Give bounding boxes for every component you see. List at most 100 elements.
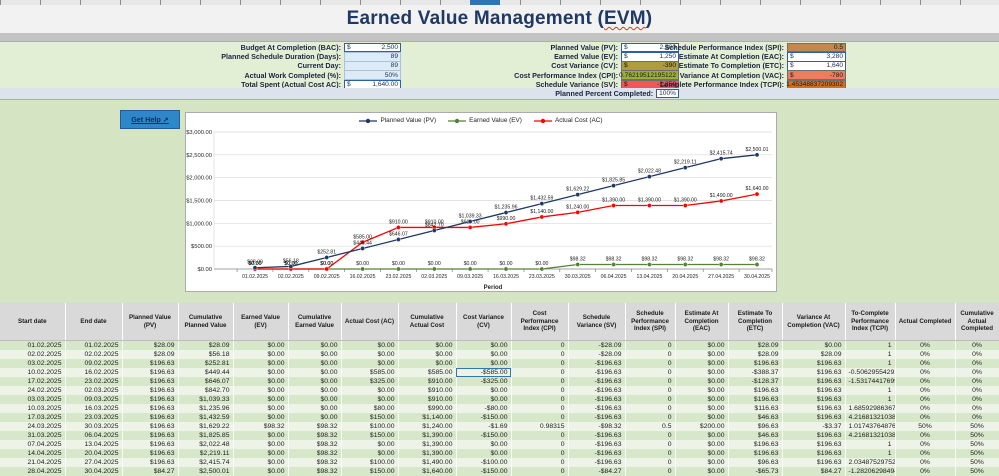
- table-cell[interactable]: 02.03.2025: [65, 386, 123, 395]
- table-cell[interactable]: -$28.09: [568, 350, 626, 359]
- table-cell[interactable]: $0.00: [675, 386, 729, 395]
- table-cell[interactable]: $96.63: [728, 458, 783, 467]
- table-cell[interactable]: $910.00: [398, 377, 457, 386]
- table-cell[interactable]: $0.00: [288, 340, 342, 350]
- table-cell[interactable]: $0.00: [782, 340, 846, 350]
- table-cell[interactable]: 50%: [955, 449, 999, 458]
- table-cell[interactable]: $0.00: [675, 449, 729, 458]
- table-cell[interactable]: 0: [625, 359, 676, 368]
- table-cell[interactable]: 0%: [895, 449, 956, 458]
- table-cell[interactable]: $1,390.00: [398, 431, 457, 440]
- table-cell[interactable]: 0: [511, 431, 569, 440]
- table-cell[interactable]: $1,039.33: [178, 395, 234, 404]
- table-cell[interactable]: 0%: [895, 386, 956, 395]
- table-cell[interactable]: $585.00: [341, 368, 399, 377]
- table-cell[interactable]: $0.00: [288, 377, 342, 386]
- table-cell[interactable]: -$388.37: [728, 368, 783, 377]
- table-cell[interactable]: 0: [511, 377, 569, 386]
- table-cell[interactable]: $0.00: [233, 386, 289, 395]
- table-cell[interactable]: 07.04.2025: [0, 440, 66, 449]
- table-cell[interactable]: $0.00: [288, 404, 342, 413]
- table-cell[interactable]: $56.18: [178, 350, 234, 359]
- table-cell[interactable]: $196.63: [122, 422, 179, 431]
- table-cell[interactable]: 50%: [955, 431, 999, 440]
- table-cell[interactable]: $1,629.22: [178, 422, 234, 431]
- table-cell[interactable]: 4.21681321038: [845, 413, 896, 422]
- table-cell[interactable]: $98.32: [288, 467, 342, 476]
- input-value-cell[interactable]: $1,640: [787, 61, 846, 71]
- table-cell[interactable]: 0: [511, 458, 569, 467]
- input-value-cell[interactable]: $1,250: [621, 51, 679, 62]
- table-cell[interactable]: $98.32: [288, 458, 342, 467]
- table-cell[interactable]: $196.63: [782, 377, 846, 386]
- input-value-cell[interactable]: 89: [344, 51, 401, 62]
- table-cell[interactable]: 17.02.2025: [0, 377, 66, 386]
- table-cell[interactable]: 0%: [895, 359, 956, 368]
- table-cell[interactable]: -$196.63: [568, 458, 626, 467]
- table-cell[interactable]: $28.09: [122, 350, 179, 359]
- table-cell[interactable]: $28.09: [728, 350, 783, 359]
- table-cell[interactable]: $196.63: [122, 458, 179, 467]
- table-cell[interactable]: 23.02.2025: [65, 377, 123, 386]
- table-cell[interactable]: $0.00: [456, 449, 512, 458]
- table-cell[interactable]: $0.00: [233, 377, 289, 386]
- table-cell[interactable]: -$196.63: [568, 359, 626, 368]
- table-cell[interactable]: -0.50629554291: [845, 368, 896, 377]
- table-cell[interactable]: 0%: [895, 340, 956, 350]
- table-cell[interactable]: $46.63: [728, 431, 783, 440]
- table-cell[interactable]: -$80.00: [456, 404, 512, 413]
- table-cell[interactable]: 0: [511, 440, 569, 449]
- table-cell[interactable]: $196.63: [728, 395, 783, 404]
- table-cell[interactable]: 0: [625, 368, 676, 377]
- table-cell[interactable]: $150.00: [341, 413, 399, 422]
- table-cell[interactable]: 16.02.2025: [65, 368, 123, 377]
- input-value-cell[interactable]: $ -390: [621, 61, 679, 71]
- table-cell[interactable]: $2,219.11: [178, 449, 234, 458]
- table-cell[interactable]: 27.04.2025: [65, 458, 123, 467]
- table-cell[interactable]: 0: [625, 377, 676, 386]
- table-cell[interactable]: 13.04.2025: [65, 440, 123, 449]
- table-cell[interactable]: 0%: [955, 413, 999, 422]
- table-cell[interactable]: 0%: [955, 386, 999, 395]
- table-cell[interactable]: 24.02.2025: [0, 386, 66, 395]
- table-cell[interactable]: $196.63: [728, 440, 783, 449]
- table-cell[interactable]: 0%: [955, 404, 999, 413]
- table-cell[interactable]: $0.00: [456, 386, 512, 395]
- table-cell[interactable]: -1.28206298494: [845, 467, 896, 476]
- table-cell[interactable]: $0.00: [341, 359, 399, 368]
- table-cell[interactable]: $196.63: [782, 458, 846, 467]
- table-cell[interactable]: 31.03.2025: [0, 431, 66, 440]
- table-cell[interactable]: $0.00: [675, 431, 729, 440]
- table-cell[interactable]: -$325.00: [456, 377, 512, 386]
- column-header[interactable]: Actual Completed: [895, 303, 956, 341]
- table-cell[interactable]: -$196.63: [568, 368, 626, 377]
- table-cell[interactable]: $196.63: [728, 359, 783, 368]
- table-cell[interactable]: $196.63: [728, 449, 783, 458]
- table-cell[interactable]: $990.00: [398, 404, 457, 413]
- table-cell[interactable]: $0.00: [675, 395, 729, 404]
- table-cell[interactable]: $196.63: [782, 413, 846, 422]
- table-cell[interactable]: -$585.00: [456, 368, 512, 377]
- table-cell[interactable]: 0%: [895, 377, 956, 386]
- table-cell[interactable]: -$150.00: [456, 431, 512, 440]
- table-cell[interactable]: 21.04.2025: [0, 458, 66, 467]
- table-cell[interactable]: $0.00: [456, 440, 512, 449]
- table-cell[interactable]: $1,490.00: [398, 458, 457, 467]
- table-cell[interactable]: 2.034875297527: [845, 458, 896, 467]
- table-cell[interactable]: $2,415.74: [178, 458, 234, 467]
- table-cell[interactable]: 0: [625, 440, 676, 449]
- table-cell[interactable]: $196.63: [122, 404, 179, 413]
- table-cell[interactable]: -$84.27: [568, 467, 626, 476]
- table-cell[interactable]: 24.03.2025: [0, 422, 66, 431]
- table-cell[interactable]: $196.63: [122, 449, 179, 458]
- input-value-cell[interactable]: 0.5: [787, 42, 846, 53]
- table-cell[interactable]: $46.63: [728, 413, 783, 422]
- table-cell[interactable]: $325.00: [341, 377, 399, 386]
- table-cell[interactable]: $0.00: [341, 386, 399, 395]
- table-cell[interactable]: $2,022.48: [178, 440, 234, 449]
- table-cell[interactable]: 03.03.2025: [0, 395, 66, 404]
- table-cell[interactable]: $0.00: [288, 386, 342, 395]
- table-cell[interactable]: 0.98315: [511, 422, 569, 431]
- table-cell[interactable]: 30.04.2025: [65, 467, 123, 476]
- table-cell[interactable]: $0.00: [675, 359, 729, 368]
